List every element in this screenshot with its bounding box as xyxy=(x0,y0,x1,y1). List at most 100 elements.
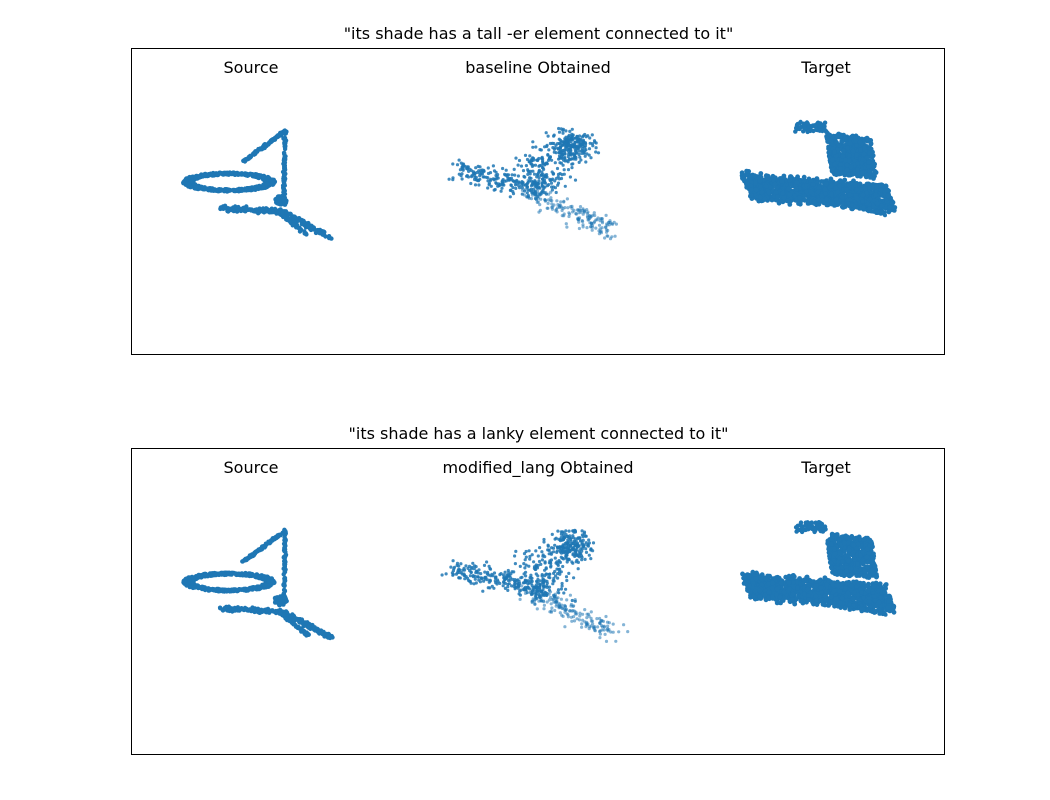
point-marker xyxy=(566,615,570,619)
point-marker xyxy=(580,135,585,139)
row-2-title: "its shade has a lanky element connected… xyxy=(348,424,729,443)
point-marker xyxy=(847,192,853,198)
point-marker xyxy=(566,168,571,172)
point-marker xyxy=(513,578,517,582)
point-marker xyxy=(794,180,800,185)
point-marker xyxy=(283,529,288,534)
point-marker xyxy=(873,192,878,198)
point-marker xyxy=(592,220,597,224)
point-marker xyxy=(565,549,569,553)
point-marker xyxy=(182,579,188,584)
point-marker xyxy=(542,578,546,582)
point-marker xyxy=(595,617,599,621)
point-marker xyxy=(558,611,562,615)
point-marker xyxy=(855,167,860,173)
point-marker xyxy=(867,169,873,175)
point-marker xyxy=(832,161,837,167)
point-marker xyxy=(457,158,461,162)
point-marker xyxy=(766,189,772,195)
point-marker xyxy=(577,618,582,622)
point-marker xyxy=(451,162,455,166)
point-marker xyxy=(567,158,571,162)
point-marker xyxy=(520,183,524,187)
point-marker xyxy=(553,161,557,165)
point-marker xyxy=(525,591,529,595)
point-marker xyxy=(513,173,517,177)
point-marker xyxy=(294,617,300,622)
point-marker xyxy=(549,196,553,200)
point-marker xyxy=(529,184,534,188)
point-marker xyxy=(769,197,775,203)
point-marker xyxy=(542,537,546,542)
point-marker xyxy=(568,593,572,597)
point-marker xyxy=(518,593,522,597)
point-marker xyxy=(534,572,538,576)
point-marker xyxy=(874,201,880,206)
point-marker xyxy=(533,567,537,571)
point-marker xyxy=(578,611,582,615)
point-marker xyxy=(834,171,840,176)
point-marker xyxy=(552,134,556,138)
point-marker xyxy=(252,585,257,591)
point-marker xyxy=(257,585,263,591)
point-marker xyxy=(238,171,244,177)
point-marker xyxy=(587,153,591,157)
point-marker xyxy=(477,578,481,582)
point-marker xyxy=(471,170,475,174)
point-marker xyxy=(452,565,457,569)
point-marker xyxy=(582,530,587,534)
point-marker xyxy=(518,564,522,568)
point-marker xyxy=(272,535,277,541)
point-marker xyxy=(758,171,764,176)
point-marker xyxy=(556,529,560,533)
point-marker xyxy=(494,182,499,186)
point-marker xyxy=(870,184,876,189)
point-marker xyxy=(540,558,544,562)
point-marker xyxy=(561,564,565,569)
point-marker xyxy=(472,582,476,586)
point-marker xyxy=(541,554,545,558)
point-marker xyxy=(236,186,242,192)
point-marker xyxy=(565,159,569,163)
point-marker xyxy=(535,589,539,593)
point-marker xyxy=(570,162,574,166)
point-marker xyxy=(244,207,250,213)
point-marker xyxy=(503,179,507,183)
point-marker xyxy=(570,127,574,131)
point-marker xyxy=(564,607,569,611)
point-marker xyxy=(299,627,304,632)
point-marker xyxy=(793,186,799,192)
point-marker xyxy=(847,140,853,146)
point-marker xyxy=(555,199,559,203)
point-marker xyxy=(536,182,541,186)
point-marker xyxy=(568,175,572,179)
point-marker xyxy=(606,234,610,238)
point-marker xyxy=(580,529,584,533)
point-marker xyxy=(622,623,626,627)
point-marker xyxy=(522,193,526,197)
point-marker xyxy=(282,176,288,181)
point-marker xyxy=(575,612,579,616)
point-marker xyxy=(559,161,563,165)
point-marker xyxy=(501,573,505,577)
point-marker xyxy=(222,206,227,211)
point-marker xyxy=(573,145,578,149)
point-marker xyxy=(498,573,502,577)
point-marker xyxy=(259,146,265,152)
point-marker xyxy=(774,185,780,191)
point-marker xyxy=(201,172,207,178)
point-marker xyxy=(559,587,563,591)
point-marker xyxy=(473,577,477,581)
point-marker xyxy=(545,206,549,210)
point-marker xyxy=(281,587,287,593)
row-1-target-title: Target xyxy=(801,58,851,77)
point-marker xyxy=(589,557,593,561)
point-marker xyxy=(509,176,514,180)
point-marker xyxy=(555,567,559,571)
point-marker xyxy=(844,162,850,168)
point-marker xyxy=(583,557,587,561)
point-marker xyxy=(567,211,571,215)
point-marker xyxy=(565,139,569,143)
point-marker xyxy=(569,137,573,141)
point-marker xyxy=(586,210,590,214)
